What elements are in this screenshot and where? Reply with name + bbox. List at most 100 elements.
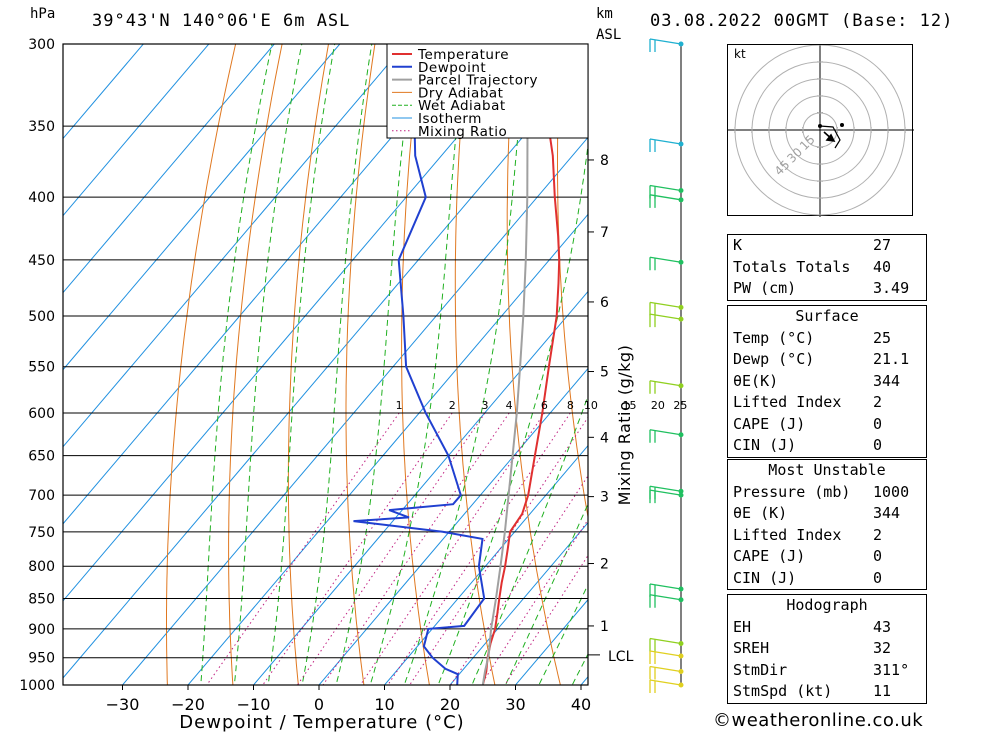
wind-barb bbox=[649, 637, 682, 652]
height-axis: 8 7 6 5 4 3 2 1 LCL bbox=[588, 153, 634, 665]
station-location: 39°43'N 140°06'E 6m ASL bbox=[92, 11, 351, 31]
mixing-ratio-label: 3 bbox=[482, 399, 489, 412]
mixing-ratio-label: 4 bbox=[506, 399, 513, 412]
isotherm-line bbox=[187, 213, 588, 685]
wind-barb bbox=[649, 679, 682, 693]
surface-label: Temp (°C) bbox=[733, 328, 815, 347]
isotherm-line bbox=[449, 521, 588, 685]
hodo-label: EH bbox=[733, 617, 752, 636]
mixing-ratio-label: 6 bbox=[541, 399, 548, 412]
height-tick-label: 3 bbox=[600, 490, 609, 506]
isotherm-line bbox=[63, 44, 210, 217]
mu-value: 0 bbox=[873, 547, 883, 565]
wind-barb bbox=[649, 301, 682, 316]
index-row-totals: Totals Totals 40 bbox=[728, 257, 926, 279]
index-label: Totals Totals bbox=[733, 257, 851, 276]
pressure-tick-label: 300 bbox=[28, 37, 55, 53]
pressure-tick-label: 900 bbox=[28, 622, 55, 638]
mu-label: θE (K) bbox=[733, 504, 788, 522]
dry-adiabat-line bbox=[287, 44, 330, 685]
temperature-tick-label: 0 bbox=[314, 695, 324, 714]
copyright-footer[interactable]: ©weatheronline.co.uk bbox=[713, 710, 924, 731]
plot-frame bbox=[62, 43, 589, 686]
sounding-profiles bbox=[353, 44, 561, 685]
pressure-tick-label: 850 bbox=[28, 591, 55, 607]
mixing-ratio-label: 25 bbox=[673, 399, 687, 412]
hodograph-ring bbox=[785, 95, 855, 165]
indices-table: K 27 Totals Totals 40 PW (cm) 3.49 bbox=[727, 234, 927, 301]
wind-barb-column bbox=[649, 38, 684, 693]
pressure-tick-label: 950 bbox=[28, 651, 55, 667]
surface-value: 2 bbox=[873, 393, 883, 411]
x-axis-label: Dewpoint / Temperature (°C) bbox=[179, 712, 464, 733]
mixing-ratio-line bbox=[409, 416, 588, 685]
wind-barb bbox=[649, 138, 682, 153]
surface-label: CAPE (J) bbox=[733, 414, 806, 433]
legend-entry: Wet Adiabat bbox=[418, 98, 506, 114]
hodograph-table: Hodograph EH 43 SREH 32 StmDir 311° StmSpd … bbox=[727, 594, 927, 704]
legend-entry: Temperature bbox=[417, 47, 509, 63]
isotherm-line bbox=[318, 367, 588, 685]
index-value: 3.49 bbox=[873, 279, 910, 297]
hodograph-ring bbox=[751, 61, 889, 199]
pressure-tick-label: 550 bbox=[28, 360, 55, 376]
surface-label: CIN (J) bbox=[733, 436, 797, 454]
isotherm-line bbox=[63, 44, 341, 371]
isotherm-line bbox=[63, 44, 407, 448]
index-label: PW (cm) bbox=[733, 279, 797, 297]
mixing-ratio-axis-label: Mixing Ratio (g/kg) bbox=[615, 345, 634, 506]
wind-barb bbox=[649, 650, 682, 665]
height-tick-label: 1 bbox=[600, 619, 609, 635]
index-value: 27 bbox=[873, 236, 892, 254]
asl-unit-label: ASL bbox=[596, 27, 622, 43]
hodograph-trace bbox=[819, 125, 841, 149]
mixing-ratio-label: 8 bbox=[567, 399, 574, 412]
dry-adiabat-line bbox=[920, 0, 1000, 711]
temperature-tick-label: 20 bbox=[440, 695, 460, 714]
legend-entry: Isotherm bbox=[418, 111, 482, 127]
wind-barb bbox=[649, 380, 682, 394]
surface-label: Dewp (°C) bbox=[733, 350, 815, 368]
hodo-value: 311° bbox=[873, 660, 910, 679]
mu-label: CIN (J) bbox=[733, 568, 797, 587]
wet-adiabat-line bbox=[233, 44, 303, 685]
mixing-ratio-line bbox=[504, 554, 588, 685]
pressure-unit-label: hPa bbox=[30, 6, 56, 22]
temperature-tick-label: −20 bbox=[171, 695, 205, 714]
pressure-lines bbox=[63, 43, 588, 686]
surface-title: Surface bbox=[795, 307, 859, 325]
pressure-tick-label: 800 bbox=[28, 559, 55, 575]
height-tick-label: 2 bbox=[600, 557, 609, 573]
hodo-value: 32 bbox=[873, 639, 892, 657]
index-label: K bbox=[733, 236, 743, 254]
hodo-label: StmDir bbox=[733, 660, 788, 679]
pressure-tick-label: 350 bbox=[28, 119, 55, 135]
surface-value: 344 bbox=[873, 371, 901, 390]
pressure-tick-label: 1000 bbox=[19, 678, 55, 694]
mixing-ratio-label: 20 bbox=[651, 399, 665, 412]
pressure-tick-label: 400 bbox=[28, 190, 55, 206]
temperature-tick-label: 10 bbox=[374, 695, 394, 714]
index-row-pw: PW (cm) 3.49 bbox=[728, 278, 926, 300]
isotherm-line bbox=[383, 444, 588, 685]
legend-box bbox=[386, 43, 589, 139]
hodo-value: 43 bbox=[873, 617, 892, 636]
height-tick-label: 5 bbox=[600, 365, 609, 381]
surface-value: 0 bbox=[873, 436, 883, 454]
height-tick-label: 7 bbox=[600, 225, 609, 241]
mixing-ratio-line bbox=[297, 412, 486, 685]
mixing-ratio-label: 15 bbox=[623, 399, 637, 412]
hodograph-ring bbox=[768, 78, 872, 182]
pressure-tick-label: 650 bbox=[28, 449, 55, 465]
surface-value: 21.1 bbox=[873, 350, 910, 368]
wind-barb bbox=[649, 256, 682, 271]
wind-barb bbox=[649, 38, 682, 52]
hodo-label: StmSpd (kt) bbox=[733, 682, 833, 700]
height-tick-label: 8 bbox=[600, 153, 609, 169]
dry-adiabat-line bbox=[965, 0, 1000, 711]
hodograph-point bbox=[840, 123, 844, 127]
mixing-ratio-line bbox=[206, 412, 400, 685]
legend-entry: Mixing Ratio bbox=[418, 124, 507, 140]
mixing-ratio-label: 1 bbox=[396, 399, 403, 412]
